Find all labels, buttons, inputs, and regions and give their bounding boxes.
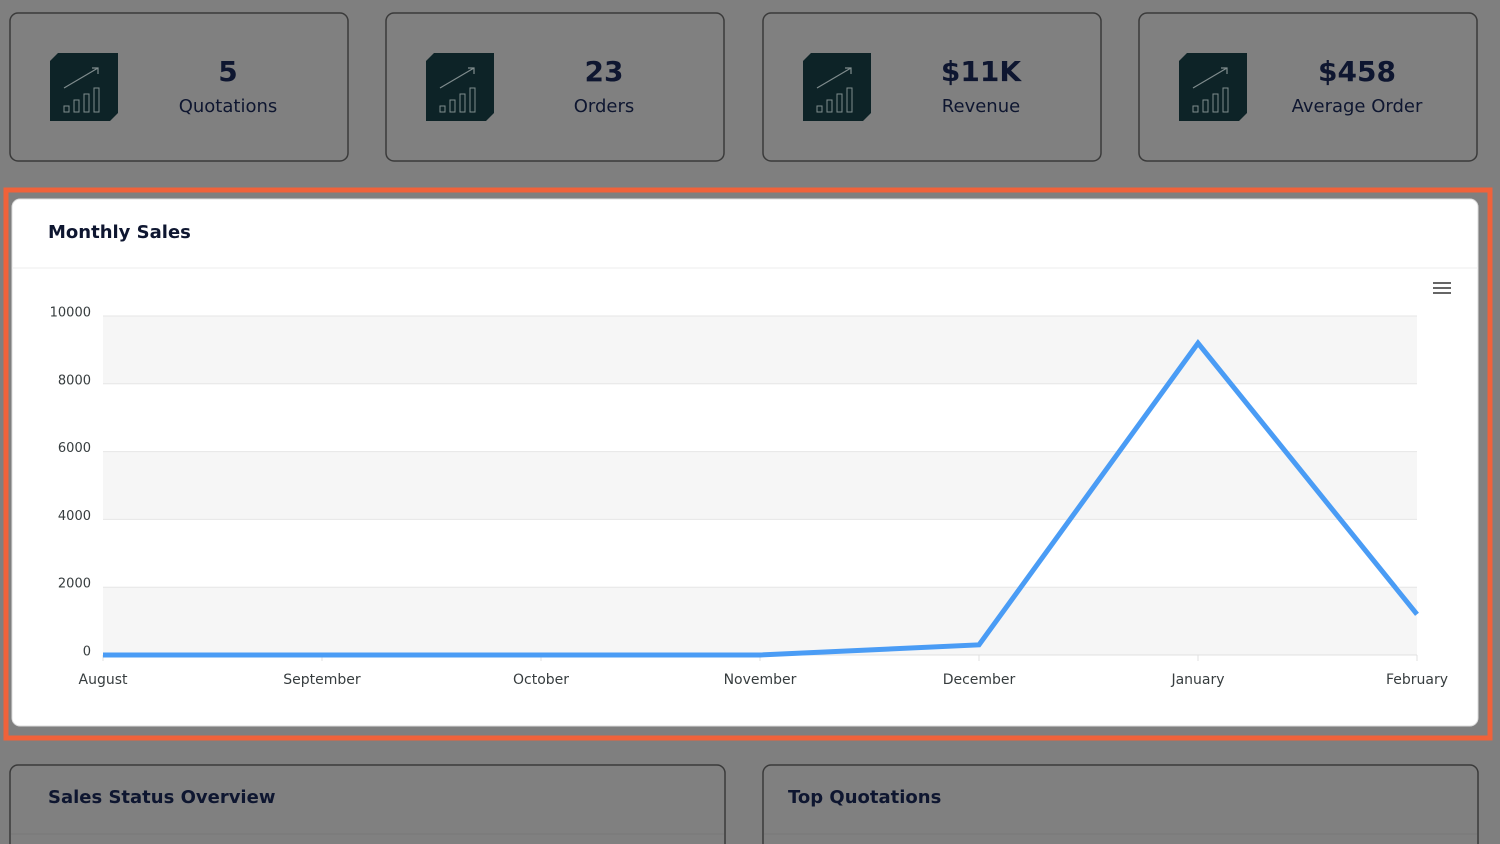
stat-icon-bar [1222,87,1229,113]
x-tick-label: September [283,672,361,688]
y-tick-label: 2000 [58,577,91,592]
y-tick-label: 0 [83,645,91,660]
stat-label: Quotations [179,96,278,117]
x-tick-label: December [943,672,1016,688]
stat-icon-arrow [1192,67,1228,89]
stat-icon-bar [73,99,80,113]
stat-icon [803,53,871,121]
grid-band [103,587,1417,655]
stat-icon-bar [836,93,843,113]
y-tick-label: 10000 [50,306,91,321]
stat-icon-arrow [816,67,852,89]
x-tick-label: February [1386,672,1448,688]
stat-icon-arrow [439,67,475,89]
stat-icon-bar [63,105,70,113]
x-tick-label: November [724,672,797,688]
stat-card [762,12,1102,162]
stat-icon-bar [449,99,456,113]
stat-icon-bar [846,87,853,113]
panel [9,764,726,844]
y-tick-label: 8000 [58,373,91,388]
x-tick-label: January [1170,672,1224,688]
highlight-frame [3,187,1493,741]
stat-icon-arrow [63,67,99,89]
stat-value: 5 [218,55,237,88]
stat-icon-bar [1192,105,1199,113]
menu-icon[interactable] [1433,282,1451,294]
stat-label: Revenue [942,96,1020,117]
chart-title: Monthly Sales [48,222,191,243]
stat-icon-bar [83,93,90,113]
grid-band [103,451,1417,520]
stat-icon-bar [826,99,833,113]
stat-icon [1179,53,1247,121]
grid-band [103,316,1417,384]
stat-icon [50,53,118,121]
panel [762,764,1479,844]
x-tick-label: October [513,672,569,688]
stat-value: $458 [1318,55,1396,88]
stat-icon-bar [816,105,823,113]
stat-icon-bar [1202,99,1209,113]
y-tick-label: 6000 [58,441,91,456]
y-tick-label: 4000 [58,509,91,524]
stat-icon-bar [459,93,466,113]
stat-value: 23 [585,55,624,88]
panel-title: Top Quotations [788,787,941,808]
stat-card [9,12,349,162]
stat-icon-bar [93,87,100,113]
stat-label: Orders [574,96,635,117]
stat-icon-bar [439,105,446,113]
line-series [103,339,1419,658]
panel-title: Sales Status Overview [48,787,275,808]
stat-card [1138,12,1478,162]
x-tick-label: August [79,672,129,688]
stat-value: $11K [941,55,1022,88]
stat-icon-bar [1212,93,1219,113]
stat-card [385,12,725,162]
stat-icon [426,53,494,121]
stat-icon-bar [469,87,476,113]
stat-label: Average Order [1292,96,1423,117]
